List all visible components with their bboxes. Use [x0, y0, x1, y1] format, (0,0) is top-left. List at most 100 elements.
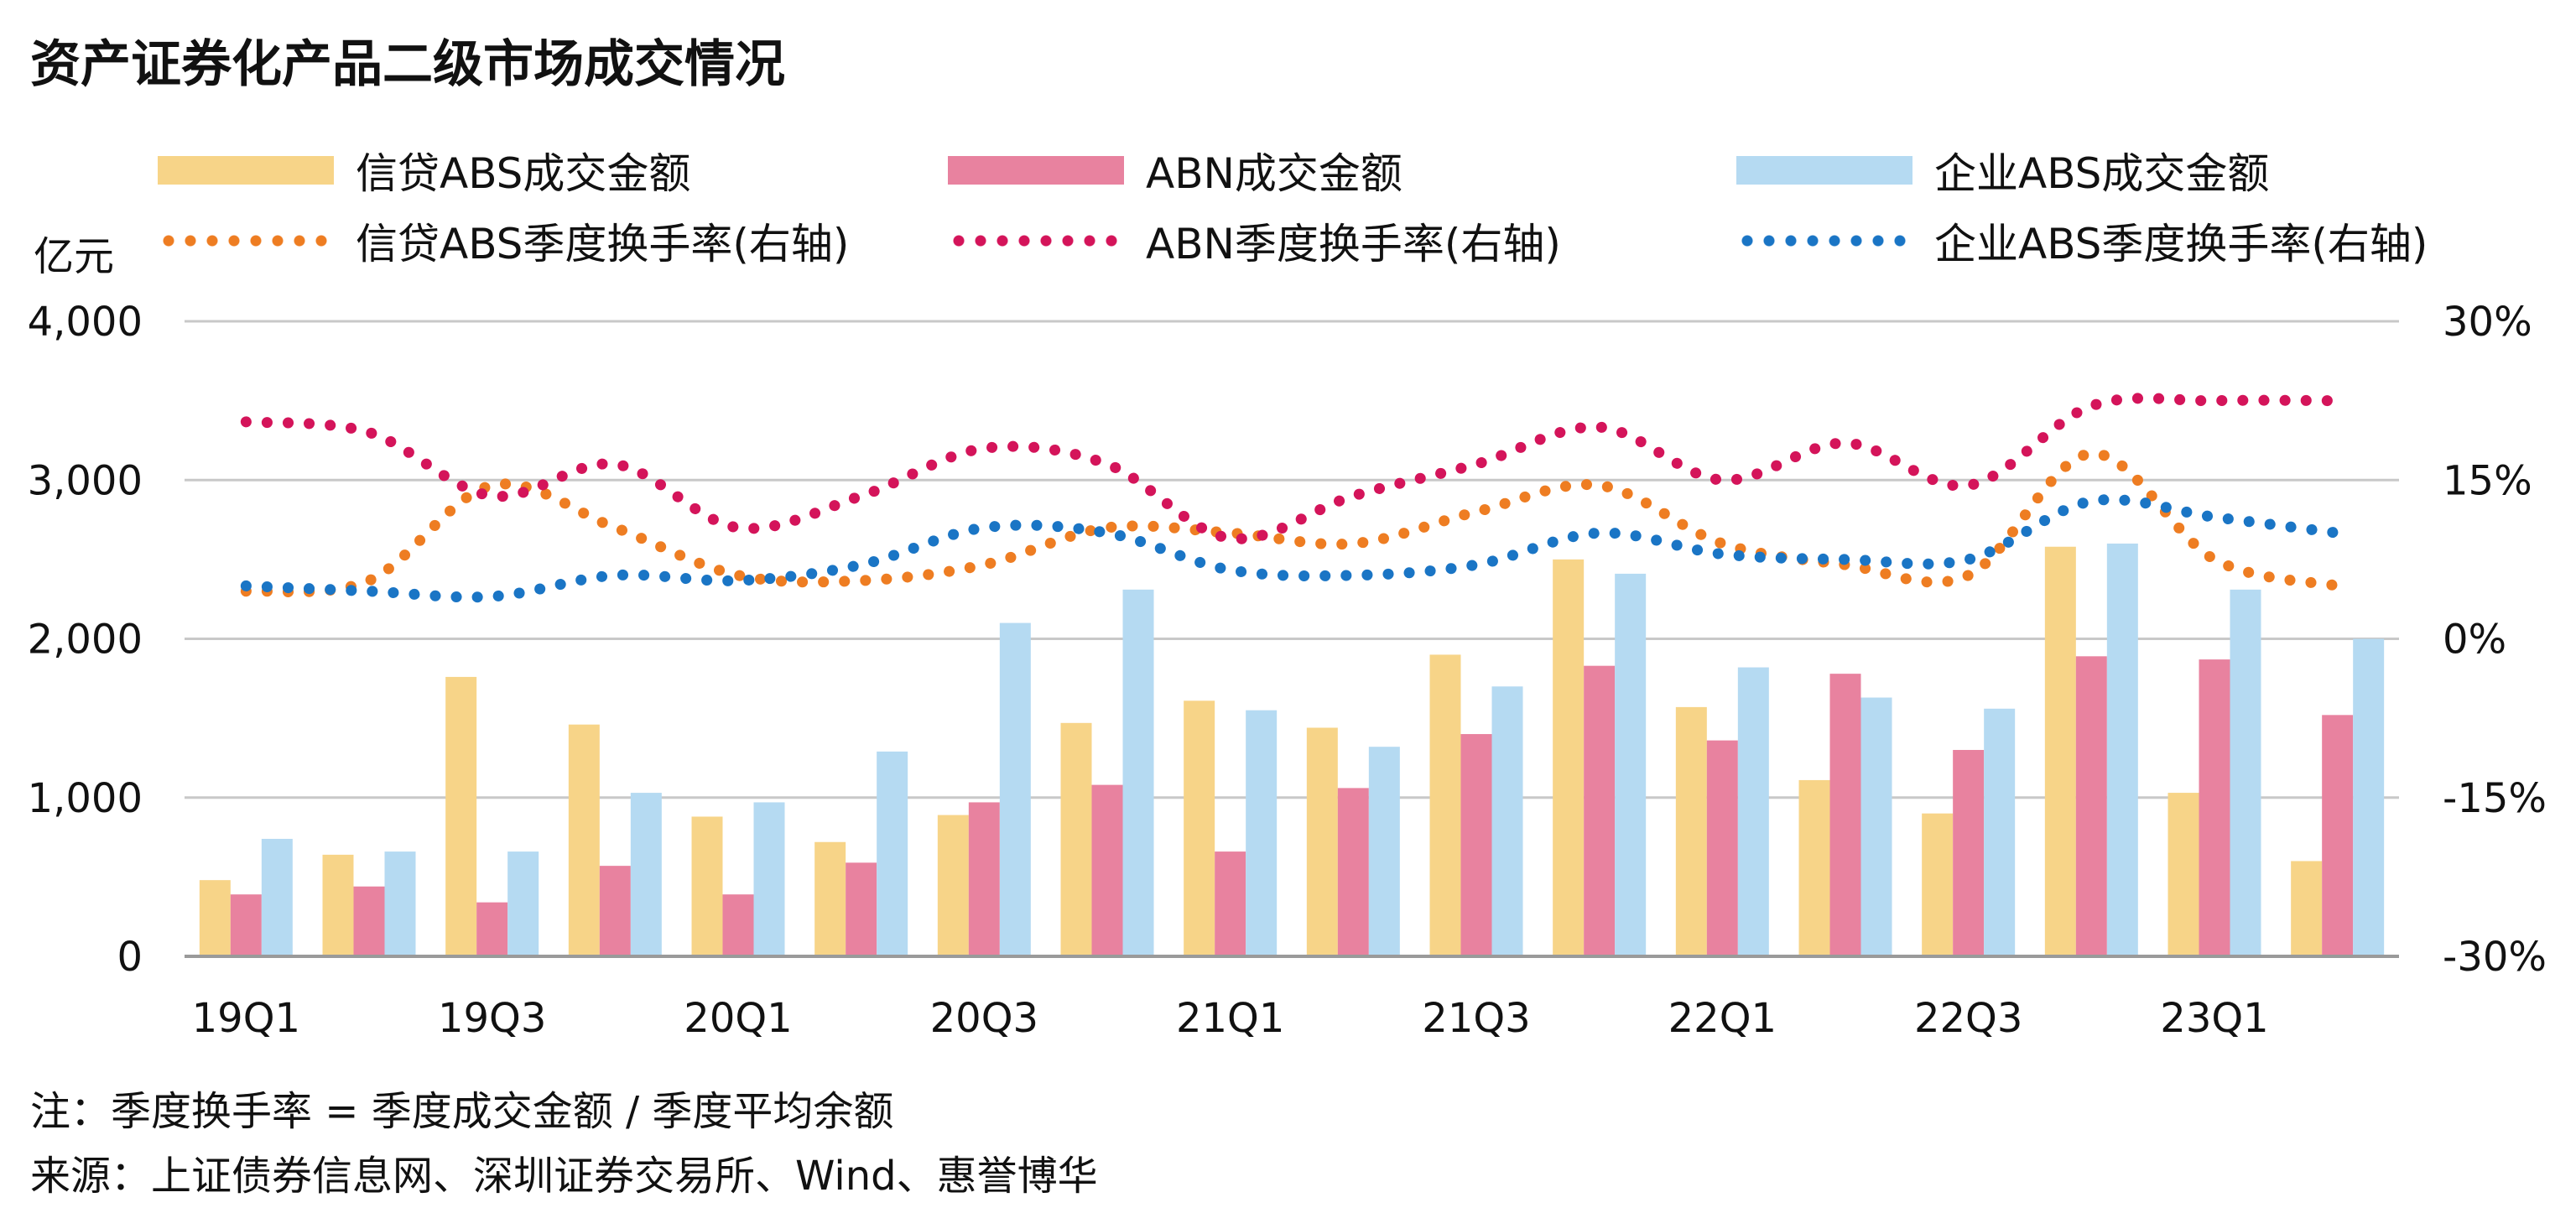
bar-abn [599, 866, 631, 956]
bar-credit-abs [1675, 706, 1707, 956]
bar-corp-abs [507, 851, 539, 956]
bar-credit-abs [2291, 861, 2323, 956]
x-tick-label: 21Q3 [1422, 995, 1530, 1042]
bar-credit-abs [2167, 793, 2199, 956]
bar-corp-abs [999, 622, 1031, 956]
bar-abn [968, 802, 1000, 956]
bar-credit-abs [568, 724, 600, 956]
bar-abn [1460, 734, 1492, 956]
x-tick-label: 22Q1 [1668, 995, 1777, 1042]
bar-abn [1337, 788, 1369, 956]
x-tick-label: 20Q1 [684, 995, 792, 1042]
chart-source: 来源：上证债券信息网、深圳证券交易所、Wind、惠誉博华 [30, 1153, 1098, 1200]
bar-abn [1953, 749, 1985, 956]
bar-corp-abs [1984, 708, 2016, 956]
y-tick-label-right: -30% [2443, 934, 2547, 981]
lines [240, 393, 2344, 603]
bar-abn [2322, 715, 2354, 956]
bar-credit-abs [445, 676, 477, 956]
bar-corp-abs [753, 802, 785, 956]
bar-abn [476, 902, 508, 956]
bar-abn [1091, 784, 1123, 956]
legend-swatch-corp-amount [1736, 156, 1912, 185]
chart-note: 注：季度换手率 = 季度成交金额 / 季度平均余额 [30, 1088, 894, 1135]
bar-credit-abs [1060, 722, 1092, 956]
legend-dots-corp-rate [1736, 235, 1912, 247]
legend-label-credit-rate: 信贷ABS季度换手率(右轴) [356, 220, 850, 268]
y-tick-label-right: 0% [2443, 617, 2506, 664]
bar-corp-abs [1860, 697, 1892, 956]
legend-abn-rate: ABN季度换手率(右轴) [948, 211, 1561, 270]
legend-swatch-credit-amount [158, 156, 334, 185]
legend-label-corp-amount: 企业ABS成交金额 [1934, 149, 2270, 198]
bar-corp-abs [2106, 543, 2138, 956]
bar-abn [1584, 665, 1616, 956]
y-tick-label-right: 30% [2443, 299, 2532, 346]
line-abn-rate [240, 393, 2344, 544]
bar-corp-abs [1737, 667, 1769, 956]
bar-abn [1215, 851, 1246, 956]
bars [199, 543, 2385, 956]
bar-credit-abs [322, 854, 354, 956]
bar-credit-abs [691, 816, 723, 956]
y-tick-label-left: 0 [117, 934, 143, 981]
y-tick-label-left: 4,000 [28, 299, 143, 346]
bar-corp-abs [1122, 589, 1154, 956]
y-tick-label-right: -15% [2443, 775, 2547, 822]
legend-dots-credit-rate [158, 235, 334, 247]
line-corp-abs-rate [240, 494, 2344, 603]
legend-label-abn-amount: ABN成交金额 [1146, 149, 1402, 198]
bar-credit-abs [1798, 779, 1830, 956]
legend-dots-abn-rate [948, 235, 1124, 247]
legend-corp-amount: 企业ABS成交金额 [1736, 141, 2269, 200]
x-tick-label: 22Q3 [1914, 995, 2022, 1042]
y-axis-unit-label: 亿元 [34, 233, 114, 280]
bar-corp-abs [1246, 710, 1278, 956]
gridlines [185, 320, 2399, 958]
legend-label-abn-rate: ABN季度换手率(右轴) [1146, 220, 1561, 268]
bar-corp-abs [1615, 573, 1647, 956]
bar-credit-abs [1184, 700, 1215, 956]
bar-credit-abs [1553, 559, 1585, 956]
bar-abn [846, 862, 877, 956]
bar-credit-abs [814, 841, 846, 956]
bar-abn [230, 894, 262, 956]
x-tick-label: 20Q3 [930, 995, 1038, 1042]
legend-credit-rate: 信贷ABS季度换手率(右轴) [158, 211, 849, 270]
bar-credit-abs [199, 880, 231, 956]
legend-abn-amount: ABN成交金额 [948, 141, 1402, 200]
bar-corp-abs [877, 751, 908, 956]
bar-abn [2075, 656, 2107, 956]
bar-corp-abs [1368, 747, 1400, 956]
legend-swatch-abn-amount [948, 156, 1124, 185]
x-tick-label: 23Q1 [2160, 995, 2268, 1042]
y-tick-label-left: 3,000 [28, 457, 143, 504]
bar-credit-abs [937, 815, 969, 956]
x-tick-label: 21Q1 [1176, 995, 1284, 1042]
legend-credit-amount: 信贷ABS成交金额 [158, 141, 690, 200]
y-tick-label-right: 15% [2443, 457, 2532, 504]
bar-corp-abs [2230, 589, 2261, 956]
bar-credit-abs [2044, 546, 2076, 956]
x-tick-label: 19Q3 [438, 995, 546, 1042]
bar-corp-abs [1491, 686, 1523, 956]
bar-abn [722, 894, 754, 956]
bar-credit-abs [1429, 654, 1461, 956]
y-tick-label-left: 1,000 [28, 775, 143, 822]
bar-credit-abs [1306, 727, 1338, 956]
chart-title: 资产证券化产品二级市场成交情况 [30, 35, 785, 94]
bar-corp-abs [2353, 638, 2385, 956]
y-tick-label-left: 2,000 [28, 617, 143, 664]
legend-corp-rate: 企业ABS季度换手率(右轴) [1736, 211, 2428, 270]
legend-label-corp-rate: 企业ABS季度换手率(右轴) [1934, 220, 2428, 268]
bar-credit-abs [1922, 813, 1954, 956]
x-tick-label: 19Q1 [192, 995, 300, 1042]
bar-corp-abs [384, 851, 416, 956]
bar-abn [1829, 674, 1861, 956]
bar-abn [1706, 740, 1738, 956]
bar-abn [2199, 659, 2230, 956]
bar-corp-abs [630, 793, 662, 956]
axes: 0 1,000 2,000 3,000 4,000 -30% -15% 0% 15% 30% 亿元 1… [28, 233, 2547, 1042]
bar-abn [353, 886, 385, 956]
